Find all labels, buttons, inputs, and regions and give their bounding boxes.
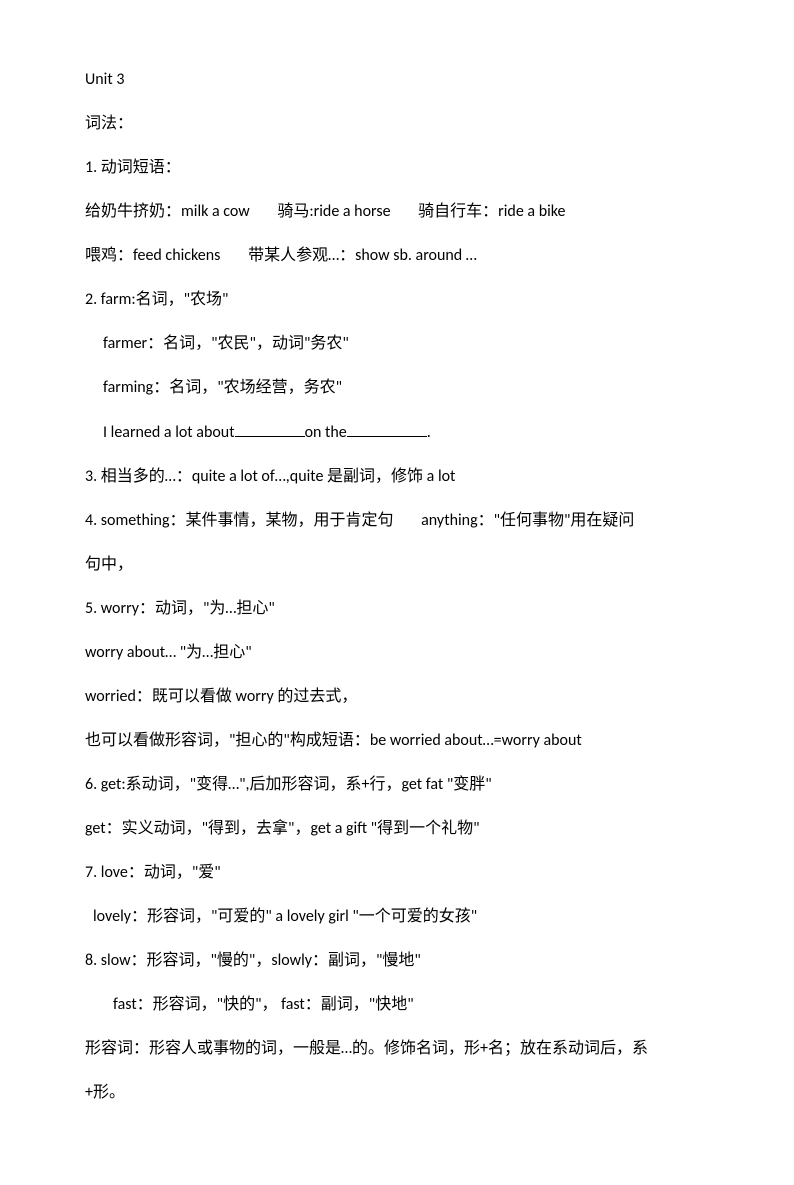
unit-title: Unit 3 [85, 68, 709, 92]
item-1-line2: 喂鸡：feed chickens 带某人参观…：show sb. around … [85, 244, 709, 268]
item-5-line2: worry about… "为…担心" [85, 641, 709, 665]
item-4-line2: 句中， [85, 553, 709, 577]
item-7-line1: 7. love：动词，"爱" [85, 861, 709, 885]
text: 骑马:ride a horse [277, 202, 390, 221]
item-1-header: 1. 动词短语： [85, 156, 709, 180]
item-2-line1: 2. farm:名词，"农场" [85, 288, 709, 312]
text: 给奶牛挤奶：milk a cow [85, 202, 250, 221]
text: 带某人参观…：show sb. around … [248, 246, 477, 265]
item-2-line4: I learned a lot about on the. [85, 420, 709, 445]
text: on the [305, 423, 347, 442]
text: fast：形容词，"快的"， fast：副词，"快地" [113, 995, 414, 1014]
text: . [427, 423, 431, 442]
item-6-line2: get：实义动词，"得到，去拿"，get a gift "得到一个礼物" [85, 817, 709, 841]
section-subtitle: 词法： [85, 112, 709, 136]
item-5-line1: 5. worry：动词，"为…担心" [85, 597, 709, 621]
item-8-line1: 8. slow：形容词，"慢的"，slowly：副词，"慢地" [85, 949, 709, 973]
document-page: Unit 3 词法： 1. 动词短语： 给奶牛挤奶：milk a cow 骑马:… [0, 0, 794, 1185]
blank-2 [347, 420, 427, 437]
item-8-line4: +形。 [85, 1081, 709, 1105]
item-2-line2: farmer：名词，"农民"，动词"务农" [85, 332, 709, 356]
item-3: 3. 相当多的…：quite a lot of…,quite 是副词，修饰 a … [85, 465, 709, 489]
item-1-line1: 给奶牛挤奶：milk a cow 骑马:ride a horse 骑自行车：ri… [85, 200, 709, 224]
blank-1 [235, 420, 305, 437]
text: I learned a lot about [103, 423, 235, 442]
item-2-line3: farming：名词，"农场经营，务农" [85, 376, 709, 400]
text: 骑自行车：ride a bike [418, 202, 565, 221]
item-7-line2: lovely：形容词，"可爱的" a lovely girl "一个可爱的女孩" [85, 905, 709, 929]
item-5-line4: 也可以看做形容词，"担心的"构成短语：be worried about…=wor… [85, 729, 709, 753]
item-8-line3: 形容词：形容人或事物的词，一般是…的。修饰名词，形+名；放在系动词后，系 [85, 1037, 709, 1061]
item-5-line3: worried：既可以看做 worry 的过去式， [85, 685, 709, 709]
text: 4. something：某件事情，某物，用于肯定句 [85, 511, 394, 530]
item-6-line1: 6. get:系动词，"变得…",后加形容词，系+行，get fat "变胖" [85, 773, 709, 797]
item-4-line1: 4. something：某件事情，某物，用于肯定句 anything："任何事… [85, 509, 709, 533]
text: 喂鸡：feed chickens [85, 246, 220, 265]
text: lovely：形容词，"可爱的" a lovely girl "一个可爱的女孩" [93, 907, 477, 926]
item-8-line2: fast：形容词，"快的"， fast：副词，"快地" [85, 993, 709, 1017]
text: anything："任何事物"用在疑问 [421, 511, 634, 530]
